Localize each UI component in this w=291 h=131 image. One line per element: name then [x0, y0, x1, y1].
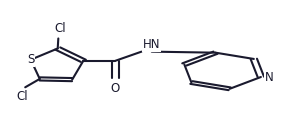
Text: O: O	[111, 82, 120, 95]
Text: S: S	[27, 53, 34, 66]
Text: Cl: Cl	[16, 89, 28, 103]
Text: N: N	[265, 70, 274, 84]
Text: HN: HN	[143, 38, 160, 51]
Text: Cl: Cl	[54, 22, 66, 35]
